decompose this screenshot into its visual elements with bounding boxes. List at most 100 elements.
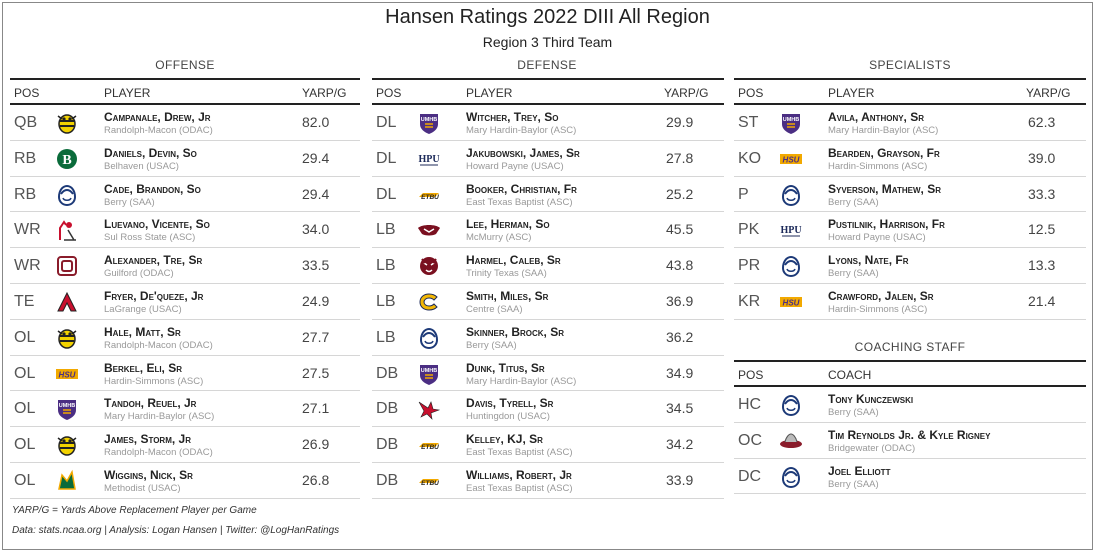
school-label: Huntingdon (USAC) bbox=[466, 411, 550, 423]
lagrange-logo bbox=[54, 290, 80, 314]
position-label: DB bbox=[376, 364, 399, 382]
position-label: KR bbox=[738, 292, 761, 310]
etbu-logo: ETBU bbox=[416, 469, 442, 493]
position-label: LB bbox=[376, 221, 396, 239]
etbu-logo: ETBU bbox=[416, 433, 442, 457]
school-label: Centre (SAA) bbox=[466, 303, 523, 315]
pos-header: POS bbox=[738, 86, 764, 100]
position-label: RB bbox=[14, 149, 37, 167]
position-label: OL bbox=[14, 436, 36, 454]
pos-header: POS bbox=[738, 368, 764, 382]
player-name: Smith, Miles, Sr bbox=[466, 288, 549, 303]
position-label: DL bbox=[376, 185, 397, 203]
credits-footnote: Data: stats.ncaa.org | Analysis: Logan H… bbox=[12, 525, 340, 536]
coach-name: Tony Kunczewski bbox=[828, 392, 914, 406]
yarp-value: 29.4 bbox=[302, 185, 330, 202]
school-label: Bridgewater (ODAC) bbox=[828, 442, 916, 454]
svg-text:UMHB: UMHB bbox=[421, 368, 438, 374]
position-label: DB bbox=[376, 436, 399, 454]
berry-viking-logo bbox=[778, 393, 804, 417]
position-label: OL bbox=[14, 400, 36, 418]
svg-text:UMHB: UMHB bbox=[421, 117, 438, 123]
position-label: OL bbox=[14, 364, 36, 382]
position-label: LB bbox=[376, 328, 396, 346]
umhb-logo: UMHB bbox=[416, 111, 442, 135]
player-name: Berkel, Eli, Sr bbox=[104, 360, 183, 375]
player-name: Fryer, De'queze, Jr bbox=[104, 288, 204, 303]
centre-c-logo bbox=[416, 290, 442, 314]
yarp-value: 34.0 bbox=[302, 221, 330, 238]
offense-section-title: OFFENSE bbox=[155, 58, 215, 72]
defense-row: DB Davis, Tyrell, Sr Huntingdon (USAC) 34.5 bbox=[372, 391, 724, 428]
offense-row: OL James, Storm, Jr Randolph-Macon (ODAC) 2… bbox=[10, 427, 360, 463]
player-name: Bearden, Grayson, Fr bbox=[828, 145, 940, 160]
svg-text:UMHB: UMHB bbox=[783, 117, 800, 123]
offense-row: OL Hale, Matt, Sr Randolph-Macon (ODAC) 27.… bbox=[10, 320, 360, 356]
svg-text:HSU: HSU bbox=[783, 155, 800, 164]
definition-footnote: YARP/G = Yards Above Replacement Player … bbox=[12, 505, 257, 516]
position-label: OL bbox=[14, 328, 36, 346]
specialists-section-title: SPECIALISTS bbox=[869, 58, 951, 72]
position-label: P bbox=[738, 185, 749, 203]
school-label: Howard Payne (USAC) bbox=[828, 232, 926, 244]
position-label: DC bbox=[738, 467, 762, 485]
svg-text:HPU: HPU bbox=[418, 154, 439, 165]
pos-header: POS bbox=[376, 86, 402, 100]
player-name: Wiggins, Nick, Sr bbox=[104, 467, 193, 482]
player-name: Lyons, Nate, Fr bbox=[828, 253, 909, 268]
school-label: East Texas Baptist (ASC) bbox=[466, 196, 573, 208]
position-label: DL bbox=[376, 149, 397, 167]
school-label: Berry (SAA) bbox=[466, 339, 517, 351]
player-name: Jakubowski, James, Sr bbox=[466, 145, 580, 160]
svg-text:HPU: HPU bbox=[780, 225, 801, 236]
yarp-value: 27.1 bbox=[302, 400, 330, 417]
player-name: Booker, Christian, Fr bbox=[466, 181, 577, 196]
offense-row: WR Luevano, Vicente, So Sul Ross State (AS… bbox=[10, 212, 360, 249]
yarp-value: 26.8 bbox=[302, 471, 330, 488]
player-name: Avila, Anthony, Sr bbox=[828, 110, 925, 124]
coaching-row: HC Tony Kunczewski Berry (SAA) bbox=[734, 387, 1086, 423]
player-name: Williams, Robert, Jr bbox=[466, 467, 572, 482]
yellowjacket-logo bbox=[54, 433, 80, 457]
school-label: Howard Payne (USAC) bbox=[466, 160, 564, 172]
yarp-value: 82.0 bbox=[302, 114, 330, 130]
position-label: KO bbox=[738, 149, 762, 167]
player-name: Hale, Matt, Sr bbox=[104, 324, 181, 339]
position-label: OL bbox=[14, 471, 36, 489]
defense-row: LB Smith, Miles, Sr Centre (SAA) 36.9 bbox=[372, 284, 724, 320]
school-label: East Texas Baptist (ASC) bbox=[466, 482, 573, 494]
yarp-value: 39.0 bbox=[1028, 149, 1056, 166]
yarp-value: 34.5 bbox=[666, 400, 694, 417]
yarp-value: 34.2 bbox=[666, 436, 694, 453]
yarp-header: YARP/G bbox=[302, 86, 347, 100]
hpu-logo: HPU bbox=[778, 218, 804, 242]
offense-row: QB Campanale, Drew, Jr Randolph-Macon (ODA… bbox=[10, 105, 360, 141]
page-subtitle: Region 3 Third Team bbox=[482, 34, 613, 50]
position-label: DB bbox=[376, 400, 399, 418]
defense-row: DL UMHB Witcher, Trey, So Mary Hardin-Baylo… bbox=[372, 105, 724, 141]
school-label: Belhaven (USAC) bbox=[104, 160, 179, 172]
school-label: Hardin-Simmons (ASC) bbox=[104, 375, 204, 387]
bridgewater-logo bbox=[778, 429, 804, 453]
player-name: Cade, Brandon, So bbox=[104, 181, 201, 196]
player-name: Daniels, Devin, So bbox=[104, 145, 197, 160]
umhb-logo: UMHB bbox=[54, 397, 80, 421]
player-name: Tandoh, Reuel, Jr bbox=[104, 396, 197, 411]
school-label: Methodist (USAC) bbox=[104, 482, 181, 494]
specialists-table-header: POS PLAYER YARP/G bbox=[734, 78, 1086, 105]
defense-row: DB UMHB Dunk, Titus, Sr Mary Hardin-Baylor … bbox=[372, 356, 724, 392]
position-label: PK bbox=[738, 221, 760, 239]
position-label: DB bbox=[376, 471, 399, 489]
yarp-value: 26.9 bbox=[302, 436, 330, 453]
yarp-value: 29.4 bbox=[302, 149, 330, 166]
school-label: Trinity Texas (SAA) bbox=[466, 268, 547, 280]
methodist-logo bbox=[54, 469, 80, 493]
svg-text:ETBU: ETBU bbox=[421, 480, 439, 487]
player-name: Crawford, Jalen, Sr bbox=[828, 288, 934, 303]
yarp-value: 33.5 bbox=[302, 257, 330, 274]
yarp-value: 25.2 bbox=[666, 185, 694, 202]
offense-row: RB B Daniels, Devin, So Belhaven (USAC) 29.4 bbox=[10, 141, 360, 177]
position-label: OC bbox=[738, 431, 762, 449]
position-label: LB bbox=[376, 257, 396, 275]
